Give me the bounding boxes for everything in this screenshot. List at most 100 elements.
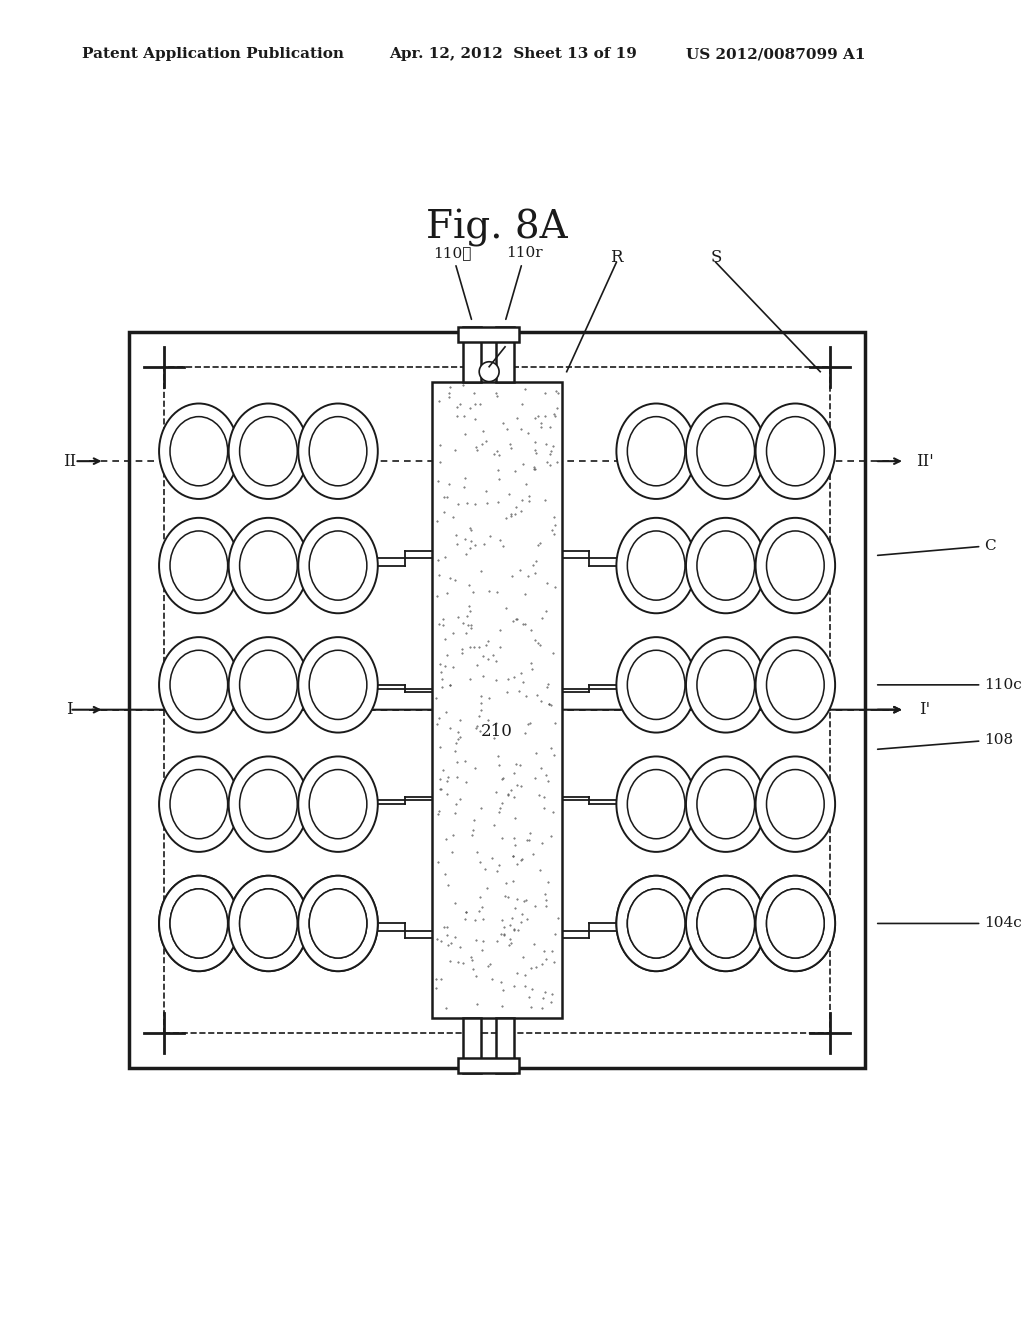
Point xyxy=(480,648,497,669)
Point xyxy=(467,909,483,931)
Point xyxy=(546,952,562,973)
Point xyxy=(494,909,510,931)
Point xyxy=(473,797,489,818)
Point xyxy=(458,902,474,923)
Ellipse shape xyxy=(697,770,755,838)
Point xyxy=(429,585,445,606)
Point xyxy=(434,759,451,780)
Point xyxy=(536,797,552,818)
Point xyxy=(456,477,472,498)
Point xyxy=(498,873,514,894)
Point xyxy=(542,416,558,437)
Point xyxy=(500,785,516,807)
Point xyxy=(514,849,530,870)
Point xyxy=(488,781,505,803)
Ellipse shape xyxy=(628,770,685,838)
Ellipse shape xyxy=(697,531,755,601)
Point xyxy=(488,861,505,882)
Point xyxy=(527,458,544,479)
Point xyxy=(494,792,510,813)
Point xyxy=(478,430,495,451)
Ellipse shape xyxy=(298,875,378,972)
Point xyxy=(538,381,554,403)
Point xyxy=(463,618,479,639)
Point xyxy=(539,451,555,473)
Point xyxy=(499,507,515,528)
Point xyxy=(458,772,474,793)
Point xyxy=(503,503,519,524)
Point xyxy=(508,609,524,630)
Point xyxy=(466,809,482,830)
Point xyxy=(506,975,522,997)
Ellipse shape xyxy=(628,651,685,719)
Ellipse shape xyxy=(240,888,297,958)
Point xyxy=(450,751,466,772)
Point xyxy=(496,924,512,945)
Point xyxy=(442,717,459,738)
Ellipse shape xyxy=(159,875,239,972)
Point xyxy=(489,581,506,602)
Point xyxy=(507,496,523,517)
Point xyxy=(527,550,544,572)
Point xyxy=(515,614,531,635)
Point xyxy=(530,784,547,805)
Point xyxy=(451,494,467,515)
Point xyxy=(526,630,543,651)
Point xyxy=(432,653,449,675)
Point xyxy=(519,830,536,851)
Text: Patent Application Publication: Patent Application Publication xyxy=(82,48,344,61)
Ellipse shape xyxy=(240,770,297,838)
Point xyxy=(467,966,483,987)
Point xyxy=(431,768,447,789)
Ellipse shape xyxy=(697,888,755,958)
Point xyxy=(429,511,445,532)
Ellipse shape xyxy=(309,888,367,958)
Point xyxy=(506,667,522,688)
Point xyxy=(452,789,468,810)
Point xyxy=(528,743,545,764)
Point xyxy=(462,397,478,418)
Point xyxy=(537,883,553,904)
Point xyxy=(527,562,544,583)
Point xyxy=(439,874,456,895)
Point xyxy=(430,708,446,729)
Point xyxy=(475,931,492,952)
Ellipse shape xyxy=(767,417,824,486)
Ellipse shape xyxy=(159,638,239,733)
Point xyxy=(489,931,506,952)
Point xyxy=(444,824,461,845)
Point xyxy=(469,842,485,863)
Point xyxy=(458,544,474,565)
Point xyxy=(515,890,531,911)
Text: 110c: 110c xyxy=(878,678,1022,692)
Ellipse shape xyxy=(756,517,836,614)
Point xyxy=(545,436,561,457)
Point xyxy=(490,801,507,822)
Point xyxy=(431,565,447,586)
Point xyxy=(430,851,446,873)
Point xyxy=(449,733,465,754)
Point xyxy=(467,437,483,458)
Point xyxy=(534,607,550,628)
Point xyxy=(496,916,512,937)
Point xyxy=(546,403,562,424)
Point xyxy=(538,896,554,917)
Point xyxy=(446,803,463,824)
Point xyxy=(492,469,508,490)
Point xyxy=(462,517,478,539)
Point xyxy=(495,767,511,788)
Point xyxy=(527,440,544,461)
Point xyxy=(501,935,517,956)
Point xyxy=(454,643,470,664)
Point xyxy=(501,783,517,804)
Point xyxy=(469,440,485,461)
Point xyxy=(444,507,461,528)
Point xyxy=(505,845,521,866)
Point xyxy=(547,577,563,598)
Point xyxy=(435,615,452,636)
Point xyxy=(489,491,506,512)
Point xyxy=(457,424,473,445)
Point xyxy=(544,520,560,541)
Point xyxy=(532,690,549,711)
Point xyxy=(432,434,449,455)
